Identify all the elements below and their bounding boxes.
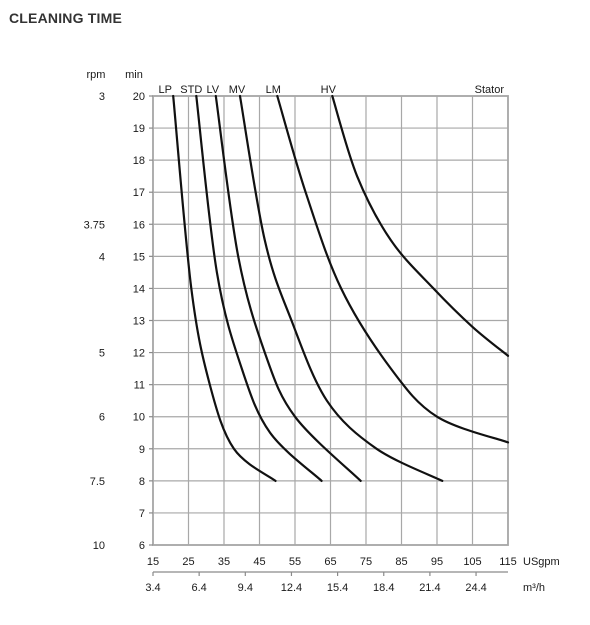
series-line-hv — [331, 94, 510, 357]
series-line-lv — [214, 94, 362, 482]
x-tick-label-usgpm: 85 — [395, 556, 407, 568]
y-tick-label-rpm: 6 — [99, 412, 105, 424]
chart-title: CLEANING TIME — [9, 10, 123, 26]
y-tick-label-min: 16 — [133, 219, 145, 231]
y-tick-label-min: 13 — [133, 316, 145, 328]
y-tick-label-min: 20 — [133, 91, 145, 103]
x-tick-label-usgpm: 115 — [499, 556, 517, 568]
x-tick-label-m3h: 15.4 — [327, 582, 348, 594]
y-tick-label-min: 9 — [139, 444, 145, 456]
series-label-lv: LV — [207, 84, 220, 96]
series-label-mv: MV — [229, 84, 246, 96]
y-tick-label-rpm: 10 — [93, 540, 105, 552]
y-tick-label-min: 10 — [133, 412, 145, 424]
series-label-lm: LM — [266, 84, 281, 96]
y-tick-label-min: 18 — [133, 155, 145, 167]
x-tick-label-usgpm: 105 — [463, 556, 481, 568]
y-tick-label-rpm: 4 — [99, 251, 105, 263]
y-tick-label-rpm: 7.5 — [90, 476, 105, 488]
x-tick-label-m3h: 3.4 — [145, 582, 160, 594]
y-tick-label-min: 17 — [133, 187, 145, 199]
y-tick-label-min: 8 — [139, 476, 145, 488]
y-tick-label-min: 7 — [139, 508, 145, 520]
y-tick-label-min: 6 — [139, 540, 145, 552]
x-tick-label-usgpm: 65 — [324, 556, 336, 568]
x-axis-label-usgpm: USgpm — [523, 556, 560, 568]
x-tick-label-usgpm: 95 — [431, 556, 443, 568]
annotation-stator: Stator — [475, 84, 505, 96]
series-label-hv: HV — [321, 84, 337, 96]
x-tick-label-usgpm: 55 — [289, 556, 301, 568]
x-tick-label-usgpm: 25 — [182, 556, 194, 568]
x-tick-label-m3h: 24.4 — [465, 582, 486, 594]
y-axis-label-rpm: rpm — [87, 69, 106, 81]
series-line-mv — [238, 94, 444, 482]
x-tick-label-m3h: 21.4 — [419, 582, 440, 594]
series-line-std — [195, 94, 323, 482]
series-label-std: STD — [180, 84, 202, 96]
y-tick-label-min: 19 — [133, 123, 145, 135]
series-line-lp — [172, 94, 277, 482]
y-axis-label-min: min — [125, 69, 143, 81]
y-tick-label-rpm: 5 — [99, 348, 105, 360]
x-tick-label-usgpm: 35 — [218, 556, 230, 568]
grid — [152, 95, 509, 546]
series-lines — [172, 94, 510, 482]
x-tick-label-usgpm: 75 — [360, 556, 372, 568]
y-tick-label-rpm: 3 — [99, 91, 105, 103]
x-tick-label-m3h: 9.4 — [238, 582, 253, 594]
x-tick-label-m3h: 12.4 — [281, 582, 302, 594]
x-tick-label-usgpm: 45 — [253, 556, 265, 568]
series-line-lm — [276, 94, 510, 444]
x-tick-label-usgpm: 15 — [147, 556, 159, 568]
y-tick-label-min: 15 — [133, 251, 145, 263]
y-tick-label-min: 12 — [133, 348, 145, 360]
x-tick-label-m3h: 6.4 — [192, 582, 207, 594]
y-tick-label-rpm: 3.75 — [84, 219, 105, 231]
series-label-lp: LP — [159, 84, 172, 96]
y-tick-label-min: 14 — [133, 283, 145, 295]
y-tick-label-min: 11 — [134, 380, 145, 392]
x-axis-label-m3h: m³/h — [523, 582, 545, 594]
x-tick-label-m3h: 18.4 — [373, 582, 394, 594]
axes — [149, 95, 508, 576]
